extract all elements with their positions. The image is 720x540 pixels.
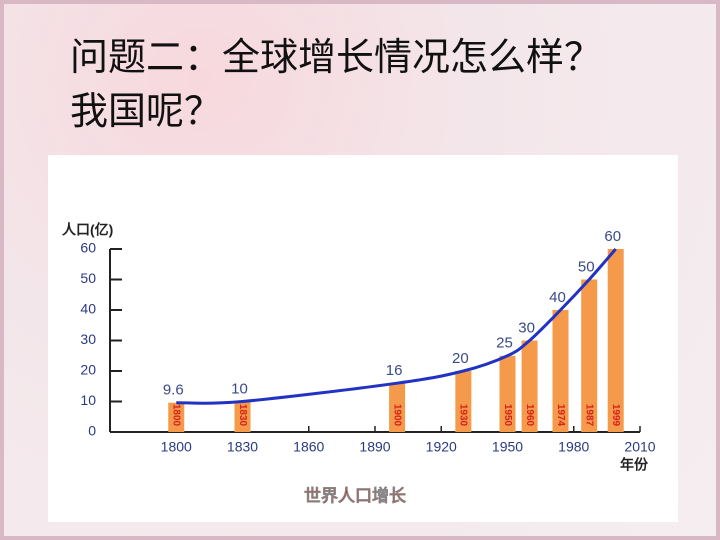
bar-year-label: 1960 [524,404,535,427]
x-tick-label: 1980 [558,439,589,455]
bar-year-label: 1830 [237,404,248,427]
bar-year-label: 1987 [584,404,595,427]
bar [234,401,251,432]
bar [581,279,598,432]
value-label: 20 [452,350,469,367]
bar [499,355,516,432]
y-axis-label: 人口(亿) [62,222,113,238]
x-tick-label: 1950 [492,439,523,455]
y-tick-label: 20 [80,362,96,378]
bar [552,310,569,432]
trend-curve [176,248,617,405]
value-label: 50 [578,258,595,275]
bar-year-label: 1800 [171,404,182,427]
bar [168,402,185,432]
chart-panel [48,155,678,522]
x-tick-label: 1860 [293,439,324,455]
value-label: 16 [386,362,403,379]
bar [455,371,472,432]
value-label: 9.6 [163,382,184,399]
value-label: 60 [604,228,621,245]
y-tick-label: 0 [88,423,96,439]
bar [607,249,624,432]
bar [521,340,538,432]
x-tick-label: 1920 [426,439,457,455]
value-label: 40 [549,289,566,306]
bar-year-label: 1999 [610,404,621,427]
bar-year-label: 1900 [391,404,402,427]
chart-title: 世界人口增长 [304,485,407,505]
x-tick-label: 1890 [359,439,390,455]
slide-title-line: 我国呢？ [70,91,223,133]
bar-year-label: 1950 [502,404,513,427]
y-tick-label: 50 [80,270,96,286]
y-tick-label: 30 [80,331,96,347]
x-tick-label: 2010 [624,439,655,455]
y-tick-label: 40 [80,301,96,317]
x-tick-label: 1830 [227,439,258,455]
value-label: 10 [231,380,248,397]
value-label: 25 [496,335,513,352]
y-tick-label: 60 [80,240,96,256]
value-label: 30 [518,319,535,336]
bar-year-label: 1974 [555,404,566,427]
bar-year-label: 1930 [458,404,469,427]
x-axis-label: 年份 [620,457,649,473]
y-tick-label: 10 [80,392,96,408]
x-tick-label: 1800 [161,439,192,455]
bar [389,383,406,432]
slide-title-line: 问题二：全球增长情况怎么样？ [70,37,603,79]
